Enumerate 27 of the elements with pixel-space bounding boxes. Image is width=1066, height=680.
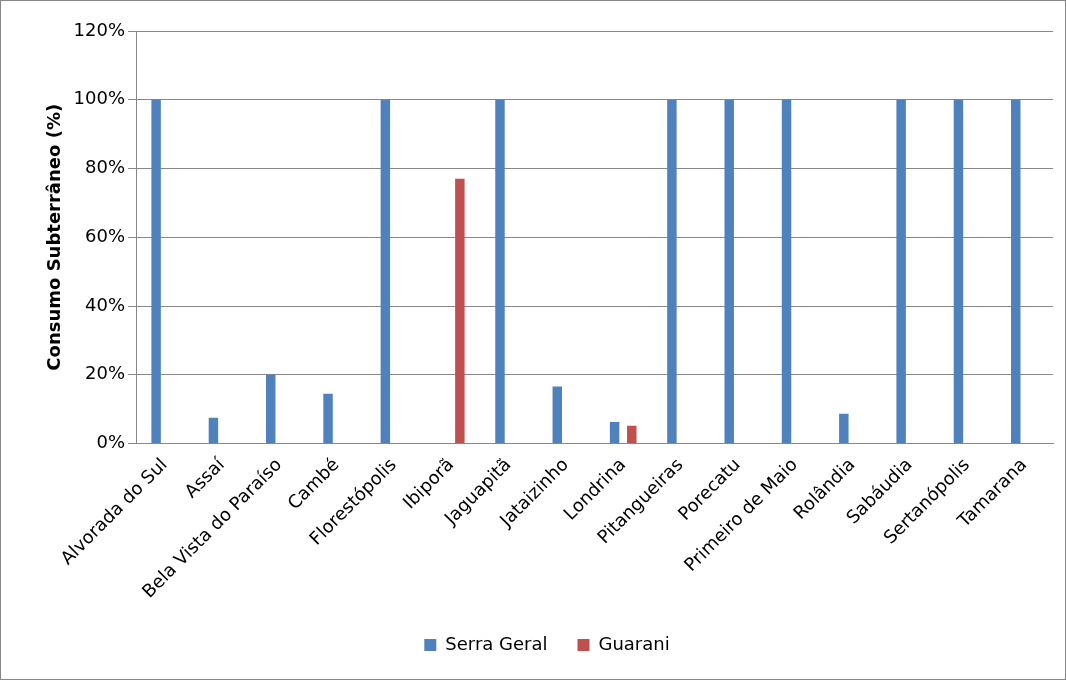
y-tick-label: 120% bbox=[73, 18, 126, 40]
bar bbox=[667, 99, 677, 444]
bar bbox=[724, 99, 734, 444]
bar bbox=[609, 421, 620, 444]
y-tick-label: 40% bbox=[85, 293, 126, 315]
y-tick-label: 100% bbox=[73, 87, 126, 109]
y-axis-title: Consumo Subterrâneo (%) bbox=[43, 103, 65, 371]
y-tick-label: 60% bbox=[85, 224, 126, 246]
bar bbox=[323, 393, 333, 444]
bar bbox=[455, 178, 465, 444]
bar bbox=[627, 425, 637, 444]
bar bbox=[1011, 99, 1021, 444]
y-tick-label: 0% bbox=[96, 431, 126, 453]
y-tick-label: 20% bbox=[85, 362, 126, 384]
bar bbox=[953, 99, 964, 444]
legend-label: Guarani bbox=[598, 632, 670, 654]
bar bbox=[380, 99, 391, 444]
y-tick-label: 80% bbox=[85, 156, 126, 178]
bar bbox=[896, 99, 906, 444]
bar bbox=[208, 417, 219, 444]
bar bbox=[781, 99, 792, 444]
bar bbox=[552, 386, 563, 444]
bar bbox=[266, 374, 276, 444]
bar bbox=[839, 413, 849, 444]
legend-label: Serra Geral bbox=[445, 632, 548, 654]
bar bbox=[495, 99, 505, 444]
bar bbox=[151, 99, 161, 444]
